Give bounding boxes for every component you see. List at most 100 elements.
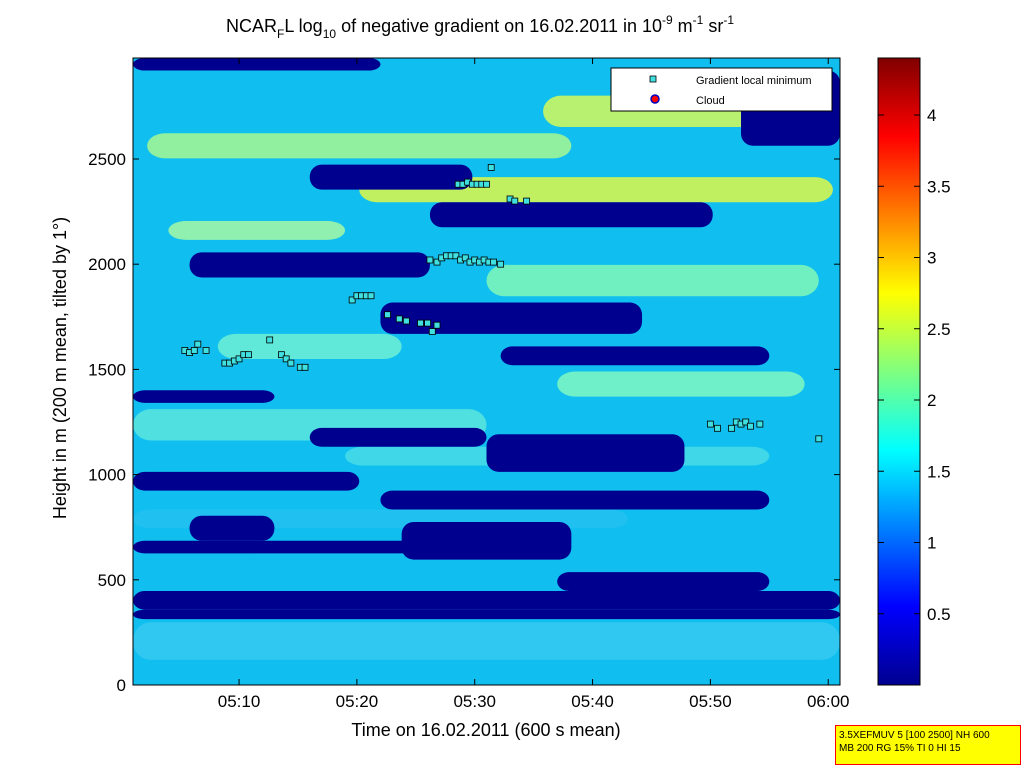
gradient-minimum-point [490, 258, 497, 266]
x-tick-label: 06:00 [807, 692, 850, 711]
legend: Gradient local minimum Cloud [610, 67, 833, 112]
x-tick-label: 05:20 [336, 692, 379, 711]
gradient-minimum-point [497, 260, 505, 268]
colorbar-tick-label: 3 [927, 249, 936, 268]
gradient-minimum-point [202, 347, 210, 354]
gradient-minimum-point [452, 252, 460, 260]
gradient-minimum-point [278, 351, 285, 359]
y-axis: 0 500 1000 1500 2000 2500 [88, 150, 840, 695]
heat-band-dark [189, 515, 275, 541]
colorbar-tick-label: 4 [927, 106, 936, 125]
colorbar-tick-label: 3.5 [927, 177, 951, 196]
chart-title: NCARFL log10 of negative gradient on 16.… [226, 13, 734, 41]
gradient-minimum-point [428, 328, 436, 335]
heat-band-dark [380, 302, 643, 334]
gradient-minimum-point [190, 347, 198, 354]
gradient-minimum-point [384, 311, 391, 319]
y-axis-label: Height in m (200 m mean, tilted by 1°) [50, 217, 70, 519]
gradient-minimum-point [728, 424, 735, 432]
gradient-minimum-point [714, 424, 721, 432]
gradient-minimum-point [235, 355, 243, 363]
y-tick-label: 0 [117, 676, 126, 695]
heat-band-light [557, 371, 805, 397]
x-tick-label: 05:10 [218, 692, 261, 711]
gradient-minimum-point [266, 336, 274, 344]
gradient-minimum-point [461, 254, 469, 262]
x-tick-label: 05:30 [453, 692, 496, 711]
heat-band-dark [429, 202, 713, 228]
gradient-minimum-point [756, 420, 764, 428]
heat-band-dark [557, 572, 770, 591]
x-tick-label: 05:40 [571, 692, 614, 711]
y-tick-label: 2000 [88, 255, 126, 274]
heat-band-dark [500, 346, 770, 366]
gradient-minimum-point [815, 435, 823, 443]
heat-band-dark [133, 58, 381, 71]
gradient-minimum-point [433, 321, 441, 329]
heat-band-dark [133, 390, 275, 403]
legend-label-cloud: Cloud [696, 95, 725, 107]
colorbar-tick-label: 2 [927, 391, 936, 410]
plot-frame [132, 57, 841, 686]
heat-band-dark [189, 252, 430, 278]
legend-marker-circle [650, 94, 660, 104]
gradient-minimum-point [395, 315, 403, 323]
heat-band-dark [309, 427, 487, 447]
y-tick-label: 500 [98, 571, 126, 590]
colorbar-tick-label: 1.5 [927, 462, 951, 481]
y-tick-label: 1500 [88, 360, 126, 379]
gradient-minimum-point [348, 296, 356, 304]
colorbar: 0.5 1 1.5 2 2.5 3 3.5 4 [877, 57, 951, 686]
gradient-minimum-point [301, 363, 309, 371]
colorbar-gradient [877, 57, 921, 686]
heat-band-light [168, 221, 346, 240]
legend-box [610, 67, 833, 112]
y-tick-label: 1000 [88, 466, 126, 485]
marker-series [181, 164, 823, 443]
gradient-minimum-point [426, 256, 434, 264]
info-line-1: 3.5XEFMUV 5 [100 2500] NH 600 [839, 730, 990, 741]
heat-band-dark [133, 609, 840, 620]
heat-band-light [133, 622, 840, 660]
gradient-minimum-point [417, 319, 424, 327]
gradient-minimum-point [367, 292, 375, 300]
info-line-2: MB 200 RG 15% TI 0 HI 15 [839, 743, 961, 754]
colorbar-tick-label: 0.5 [927, 605, 951, 624]
x-axis: 05:10 05:20 05:30 05:40 05:50 06:00 [218, 58, 850, 711]
y-tick-label: 2500 [88, 150, 126, 169]
gradient-minimum-point [483, 180, 490, 188]
heat-band-dark [380, 490, 770, 510]
colorbar-tick-label: 1 [927, 534, 936, 553]
info-box: 3.5XEFMUV 5 [100 2500] NH 600 MB 200 RG … [835, 725, 1021, 765]
heat-band-light [486, 264, 819, 297]
gradient-minimum-point [523, 197, 530, 205]
legend-label-minimum: Gradient local minimum [696, 75, 812, 87]
gradient-minimum-point [194, 340, 202, 348]
x-axis-label: Time on 16.02.2011 (600 s mean) [351, 720, 620, 740]
gradient-minimum-point [402, 317, 410, 325]
heatmap-plot [133, 58, 840, 685]
heat-band-light [217, 333, 402, 359]
colorbar-tick-label: 2.5 [927, 320, 951, 339]
gradient-minimum-point [706, 420, 714, 428]
legend-marker-square [649, 75, 657, 83]
heat-band-dark [133, 590, 840, 610]
gradient-minimum-point [245, 351, 252, 359]
gradient-minimum-point [511, 197, 519, 205]
colorbar-ticks: 0.5 1 1.5 2 2.5 3 3.5 4 [878, 106, 951, 624]
heatmap-bands [133, 58, 840, 660]
gradient-minimum-point [424, 319, 431, 327]
x-tick-label: 05:50 [689, 692, 732, 711]
heat-band-light [147, 133, 572, 159]
heat-band-dark [133, 540, 522, 554]
heat-band-dark [309, 164, 473, 190]
heat-band-dark [133, 471, 360, 491]
gradient-minimum-point [487, 164, 495, 171]
heat-band-dark [486, 434, 685, 472]
gradient-minimum-point [287, 359, 295, 367]
gradient-minimum-point [742, 418, 750, 426]
gradient-minimum-point [433, 258, 441, 266]
gradient-minimum-point [747, 422, 754, 430]
gradient-minimum-point [282, 355, 290, 363]
